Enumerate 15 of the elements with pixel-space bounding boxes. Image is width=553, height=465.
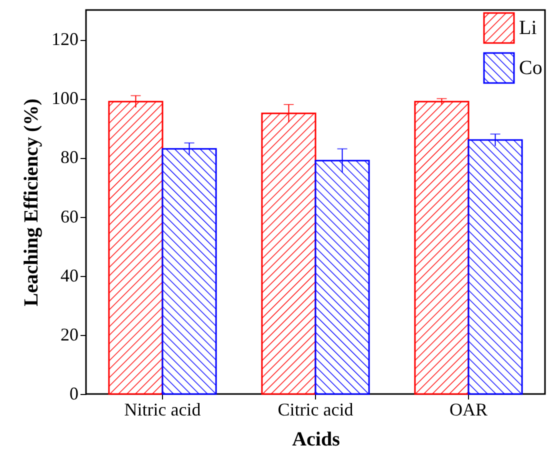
y-axis-title: Leaching Efficiency (%) [20, 98, 42, 306]
x-tick-label: Nitric acid [124, 400, 201, 420]
y-tick-label: 100 [52, 88, 78, 108]
y-tick-label: 0 [70, 384, 78, 404]
y-tick-label: 80 [60, 147, 78, 168]
legend-label: Co [519, 57, 542, 79]
x-tick-label: Citric acid [278, 400, 354, 420]
y-tick-label: 20 [60, 324, 78, 344]
bar [414, 100, 470, 395]
legend-label: Li [519, 17, 538, 39]
y-tick-label: 40 [60, 265, 78, 286]
y-tick-label: 120 [52, 29, 78, 50]
x-tick-label: OAR [449, 400, 488, 420]
x-axis-title: Acids [292, 428, 340, 450]
y-tick-label: 60 [60, 206, 78, 226]
